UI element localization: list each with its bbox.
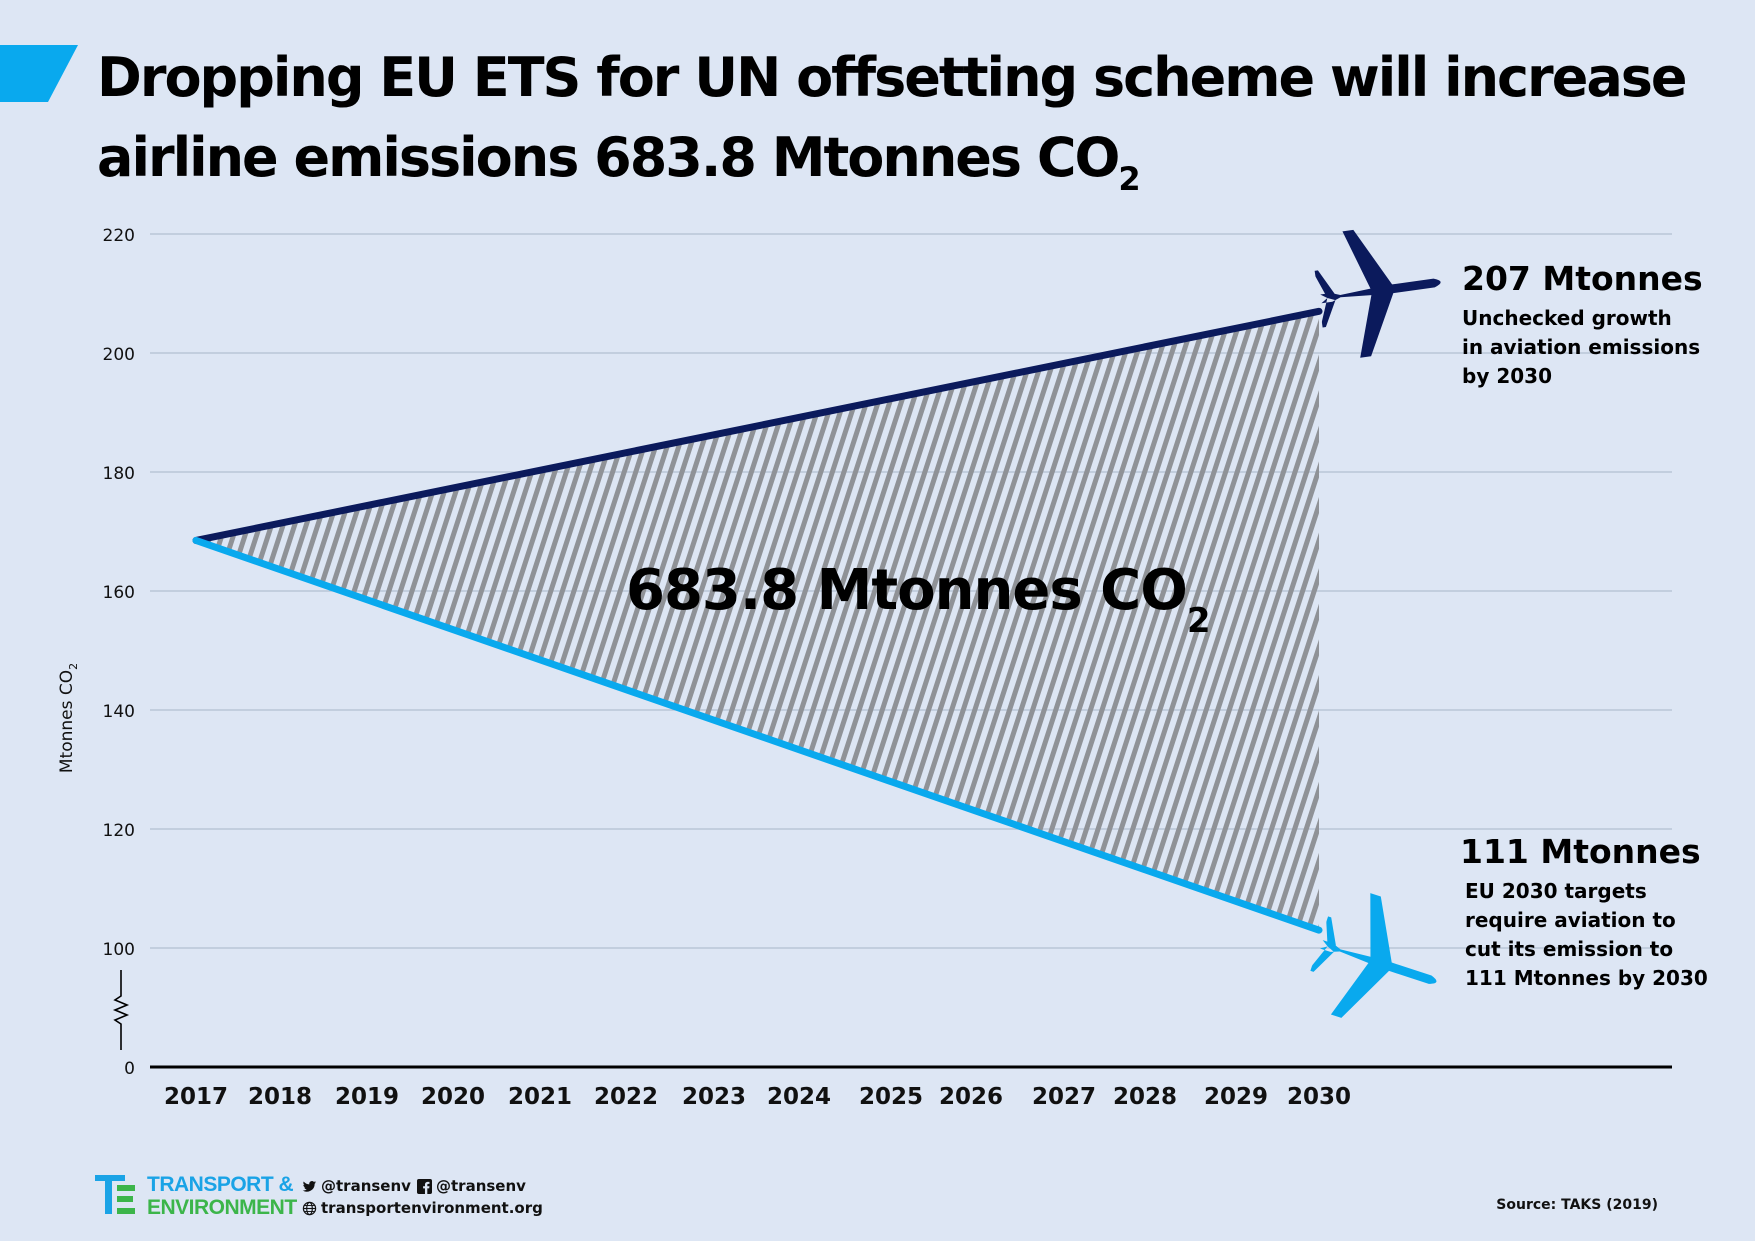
chart-title: Dropping EU ETS for UN offsetting scheme… xyxy=(97,38,1717,219)
website-link[interactable]: transportenvironment.org xyxy=(302,1199,543,1217)
plot-area xyxy=(192,218,1457,1043)
x-tick-label: 2028 xyxy=(1113,1084,1177,1110)
x-tick-label: 2024 xyxy=(767,1084,831,1110)
y-axis-label: Mtonnes CO2 xyxy=(57,663,80,773)
annotation-title-unchecked: 207 Mtonnes xyxy=(1462,259,1703,298)
axes: 0 100 120 140 160 180 200 220 2017 2018 2019 2020 20… xyxy=(57,226,1672,1110)
annotation-line-target: cut its emission to xyxy=(1465,937,1673,961)
y-tick-label: 180 xyxy=(103,464,135,484)
chart-title-subscript: 2 xyxy=(1118,160,1141,198)
y-tick-label: 140 xyxy=(103,702,135,722)
annotation-line-unchecked: by 2030 xyxy=(1462,364,1552,388)
x-tick-label: 2030 xyxy=(1287,1084,1351,1110)
facebook-handle-text: @transenv xyxy=(436,1177,526,1195)
facebook-icon xyxy=(417,1178,432,1194)
annotation-line-unchecked: Unchecked growth xyxy=(1462,306,1672,330)
y-axis-label-main: Mtonnes CO xyxy=(57,670,77,773)
x-tick-label: 2026 xyxy=(939,1084,1003,1110)
gap-area-label-sub: 2 xyxy=(1187,601,1210,641)
website-text: transportenvironment.org xyxy=(321,1199,543,1217)
annotation-line-target: require aviation to xyxy=(1465,908,1676,932)
airplane-icon-target xyxy=(1298,882,1457,1043)
facebook-handle[interactable]: @transenv xyxy=(417,1177,526,1195)
chart-labels: 683.8 Mtonnes CO2 207 Mtonnes Unchecked gr… xyxy=(626,259,1708,990)
gap-area-label: 683.8 Mtonnes CO2 xyxy=(626,558,1210,641)
x-tick-label: 2025 xyxy=(859,1084,923,1110)
axis-break-icon xyxy=(112,970,130,1050)
annotation-title-target: 111 Mtonnes xyxy=(1460,832,1701,871)
globe-icon xyxy=(302,1201,317,1215)
annotation-line-unchecked: in aviation emissions xyxy=(1462,335,1700,359)
y-tick-label: 120 xyxy=(103,821,135,841)
x-tick-label: 2018 xyxy=(248,1084,312,1110)
source-note: Source: TAKS (2019) xyxy=(1496,1197,1658,1213)
twitter-handle-text: @transenv xyxy=(321,1177,411,1195)
chart-title-line2: airline emissions 683.8 Mtonnes CO xyxy=(97,126,1120,189)
logo-text-environment: ENVIRONMENT xyxy=(147,1196,297,1219)
x-tick-label: 2027 xyxy=(1032,1084,1096,1110)
y-tick-label: 100 xyxy=(103,940,135,960)
chart-title-line1: Dropping EU ETS for UN offsetting scheme… xyxy=(97,46,1688,109)
twitter-handle[interactable]: @transenv xyxy=(302,1177,411,1195)
y-axis-label-sub: 2 xyxy=(67,663,80,670)
emissions-gap-area xyxy=(196,311,1319,931)
x-tick-label: 2019 xyxy=(335,1084,399,1110)
y-tick-label: 0 xyxy=(124,1059,135,1079)
x-tick-label: 2029 xyxy=(1204,1084,1268,1110)
y-tick-label: 160 xyxy=(103,583,135,603)
x-tick-label: 2022 xyxy=(594,1084,658,1110)
x-tick-label: 2023 xyxy=(682,1084,746,1110)
corner-accent-shape xyxy=(0,45,78,102)
twitter-icon xyxy=(302,1180,317,1192)
te-logo-icon xyxy=(95,1175,135,1214)
x-tick-label: 2021 xyxy=(508,1084,572,1110)
x-tick-label: 2020 xyxy=(421,1084,485,1110)
y-tick-label: 220 xyxy=(103,226,135,246)
logo-text-transport: TRANSPORT & xyxy=(147,1173,294,1196)
x-tick-label: 2017 xyxy=(164,1084,228,1110)
airplane-icon-unchecked xyxy=(1309,218,1450,363)
annotation-line-target: EU 2030 targets xyxy=(1465,879,1647,903)
annotation-line-target: 111 Mtonnes by 2030 xyxy=(1465,966,1708,990)
series-line-unchecked xyxy=(192,307,1323,544)
y-tick-label: 200 xyxy=(103,345,135,365)
gap-area-label-main: 683.8 Mtonnes CO xyxy=(626,558,1187,623)
series-line-target xyxy=(192,536,1323,934)
